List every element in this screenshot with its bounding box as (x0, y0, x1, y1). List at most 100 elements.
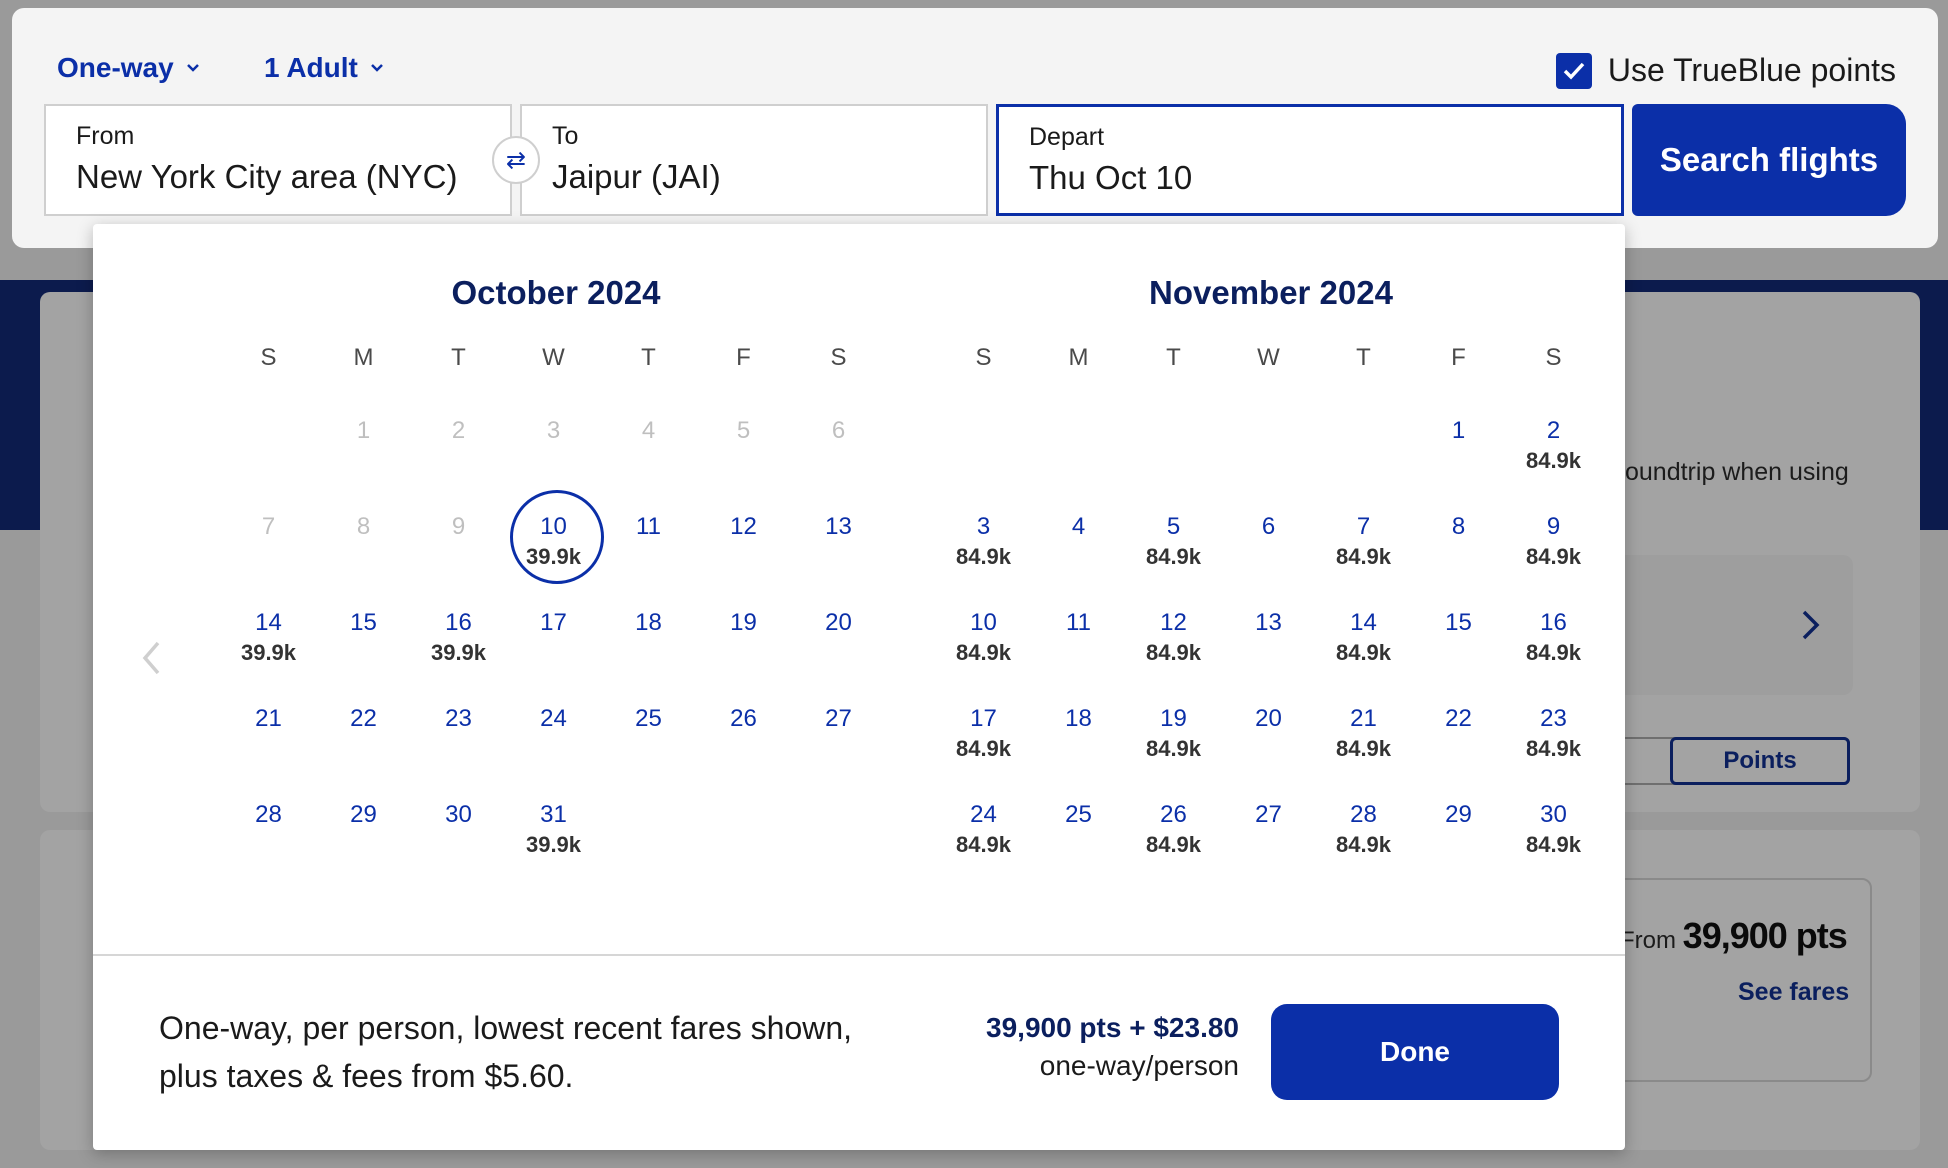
day-cell[interactable]: 8 (1411, 512, 1506, 608)
day-cell[interactable]: 14 84.9k (1316, 608, 1411, 704)
day-cell[interactable]: 4 (1031, 512, 1126, 608)
day-number: 15 (350, 609, 377, 636)
day-cell: 3 (506, 416, 601, 512)
day-cell[interactable]: 15 (316, 608, 411, 704)
day-number: 5 (1166, 513, 1181, 540)
day-grid: 1 2 3 4 5 6 7 8 9 10 39.9k 11 12 13 14 39.9k 15 16 39.9k 17… (221, 416, 891, 896)
day-cell[interactable]: 27 (791, 704, 886, 800)
day-cell[interactable]: 12 84.9k (1126, 608, 1221, 704)
day-cell[interactable]: 20 (791, 608, 886, 704)
day-cell[interactable]: 6 (1221, 512, 1316, 608)
day-price: 84.9k (1525, 544, 1582, 569)
day-cell[interactable]: 19 (696, 608, 791, 704)
day-cell[interactable]: 13 (1221, 608, 1316, 704)
background-link-panel (1600, 555, 1853, 695)
selected-day-cell[interactable]: 10 39.9k (506, 490, 604, 608)
day-cell[interactable]: 20 (1221, 704, 1316, 800)
to-field[interactable]: To Jaipur (JAI) (520, 104, 988, 216)
day-cell[interactable]: 26 (696, 704, 791, 800)
checkmark-icon (1563, 62, 1585, 80)
day-cell[interactable]: 13 (791, 512, 886, 608)
day-cell[interactable]: 17 (506, 608, 601, 704)
day-cell[interactable]: 15 (1411, 608, 1506, 704)
day-cell[interactable]: 16 84.9k (1506, 608, 1601, 704)
weekday-label: T (451, 344, 466, 371)
swap-icon: ⇄ (505, 146, 527, 174)
day-cell[interactable]: 31 39.9k (506, 800, 601, 896)
day-cell[interactable]: 7 84.9k (1316, 512, 1411, 608)
day-number: 7 (261, 513, 276, 540)
day-number: 13 (1255, 609, 1282, 636)
fare-summary: 39,900 pts + $23.80 one-way/person (986, 1012, 1239, 1082)
day-number: 24 (970, 801, 997, 828)
day-price: 84.9k (1525, 448, 1582, 473)
day-cell[interactable]: 10 84.9k (936, 608, 1031, 704)
day-number: 13 (825, 513, 852, 540)
day-cell[interactable]: 29 (316, 800, 411, 896)
day-cell[interactable]: 22 (316, 704, 411, 800)
day-cell[interactable]: 23 (411, 704, 506, 800)
summary-price: 39,900 pts + $23.80 (986, 1012, 1239, 1043)
day-cell[interactable]: 18 (1031, 704, 1126, 800)
day-cell[interactable]: 27 (1221, 800, 1316, 896)
day-number: 11 (1066, 609, 1091, 636)
day-cell[interactable]: 25 (601, 704, 696, 800)
day-cell[interactable]: 30 (411, 800, 506, 896)
day-cell[interactable]: 3 84.9k (936, 512, 1031, 608)
search-flights-button[interactable]: Search flights (1632, 104, 1906, 216)
chevron-right-icon (1802, 610, 1820, 640)
chevron-left-icon[interactable] (141, 640, 161, 676)
done-button[interactable]: Done (1271, 1004, 1559, 1100)
weekday-label: M (353, 344, 374, 371)
day-cell[interactable]: 5 84.9k (1126, 512, 1221, 608)
passengers-dropdown[interactable]: 1 Adult (264, 52, 384, 84)
day-cell[interactable]: 16 39.9k (411, 608, 506, 704)
to-label: To (552, 122, 579, 150)
day-cell[interactable]: 29 (1411, 800, 1506, 896)
depart-field[interactable]: Depart Thu Oct 10 (996, 104, 1624, 216)
day-grid: 1 2 84.9k 3 84.9k 4 5 84.9k 6 7 84.9k 8 9 84.9k 10 84.9… (936, 416, 1606, 896)
swap-airports-button[interactable]: ⇄ (492, 136, 540, 184)
day-cell[interactable]: 26 84.9k (1126, 800, 1221, 896)
day-cell[interactable]: 9 84.9k (1506, 512, 1601, 608)
day-cell[interactable]: 23 84.9k (1506, 704, 1601, 800)
day-cell[interactable]: 14 39.9k (221, 608, 316, 704)
day-cell[interactable]: 11 (1031, 608, 1126, 704)
day-cell[interactable]: 21 (221, 704, 316, 800)
trueblue-label: Use TrueBlue points (1607, 52, 1896, 88)
day-cell[interactable]: 2 84.9k (1506, 416, 1601, 512)
weekday-label: S (975, 344, 992, 371)
day-cell[interactable]: 24 (506, 704, 601, 800)
day-number: 15 (1445, 609, 1472, 636)
day-number: 16 (1540, 609, 1567, 636)
day-cell[interactable]: 17 84.9k (936, 704, 1031, 800)
day-number: 5 (736, 417, 751, 444)
day-cell[interactable]: 30 84.9k (1506, 800, 1601, 896)
day-number: 14 (1350, 609, 1377, 636)
day-cell: 9 (411, 512, 506, 608)
day-number: 21 (1350, 705, 1377, 732)
day-cell[interactable]: 12 (696, 512, 791, 608)
day-cell[interactable]: 28 84.9k (1316, 800, 1411, 896)
day-cell[interactable]: 11 (601, 512, 696, 608)
day-number: 28 (1350, 801, 1377, 828)
day-cell[interactable]: 19 84.9k (1126, 704, 1221, 800)
day-cell[interactable]: 21 84.9k (1316, 704, 1411, 800)
day-number: 30 (1540, 801, 1567, 828)
day-cell[interactable]: 18 (601, 608, 696, 704)
day-number: 12 (1160, 609, 1187, 636)
trueblue-checkbox[interactable] (1555, 52, 1592, 89)
trueblue-points-toggle[interactable]: Use TrueBlue points (1555, 52, 1896, 89)
weekday-label: W (542, 344, 565, 371)
trip-type-dropdown[interactable]: One-way (57, 52, 200, 84)
day-cell[interactable]: 28 (221, 800, 316, 896)
day-cell[interactable]: 24 84.9k (936, 800, 1031, 896)
day-cell[interactable]: 1 (1411, 416, 1506, 512)
day-cell: 1 (316, 416, 411, 512)
day-cell[interactable]: 22 (1411, 704, 1506, 800)
day-cell[interactable]: 25 (1031, 800, 1126, 896)
from-field[interactable]: From New York City area (NYC) (44, 104, 512, 216)
day-number: 8 (356, 513, 371, 540)
day-number: 4 (641, 417, 656, 444)
